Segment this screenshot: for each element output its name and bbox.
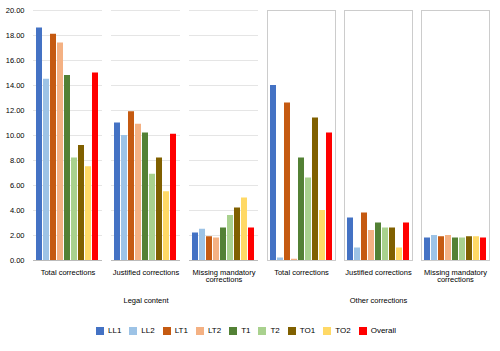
svg-text:10.00: 10.00 bbox=[6, 131, 25, 140]
svg-text:0.00: 0.00 bbox=[10, 256, 25, 265]
html-text:LL2: LL2 bbox=[141, 326, 155, 335]
svg-text:16.00: 16.00 bbox=[6, 56, 25, 65]
html-text:T1: T1 bbox=[241, 326, 251, 335]
html-text:Overall: Overall bbox=[370, 326, 396, 335]
html-text:TO2: TO2 bbox=[335, 326, 351, 335]
html-text:LL1: LL1 bbox=[108, 326, 122, 335]
svg-text:8.00: 8.00 bbox=[10, 156, 25, 165]
svg-text:2.00: 2.00 bbox=[10, 231, 25, 240]
svg-text:Total corrections: Total corrections bbox=[274, 268, 329, 277]
svg-text:Legal content: Legal content bbox=[123, 296, 169, 305]
svg-text:Other corrections: Other corrections bbox=[350, 296, 408, 305]
svg-text:12.00: 12.00 bbox=[6, 106, 25, 115]
svg-text:14.00: 14.00 bbox=[6, 81, 25, 90]
svg-text:Justified corrections: Justified corrections bbox=[345, 268, 412, 277]
svg-text:4.00: 4.00 bbox=[10, 206, 25, 215]
svg-text:Missing mandatorycorrections: Missing mandatorycorrections bbox=[424, 268, 487, 285]
svg-text:Total corrections: Total corrections bbox=[41, 268, 96, 277]
html-text:LT1: LT1 bbox=[174, 326, 188, 335]
html-text:T2: T2 bbox=[270, 326, 280, 335]
svg-text:6.00: 6.00 bbox=[10, 181, 25, 190]
svg-text:Justified corrections: Justified corrections bbox=[113, 268, 180, 277]
svg-text:20.00: 20.00 bbox=[6, 6, 25, 15]
svg-text:18.00: 18.00 bbox=[6, 31, 25, 40]
html-text:LT2: LT2 bbox=[207, 326, 222, 335]
html-text:TO1: TO1 bbox=[299, 326, 316, 335]
svg-text:Missing mandatorycorrections: Missing mandatorycorrections bbox=[193, 268, 256, 285]
